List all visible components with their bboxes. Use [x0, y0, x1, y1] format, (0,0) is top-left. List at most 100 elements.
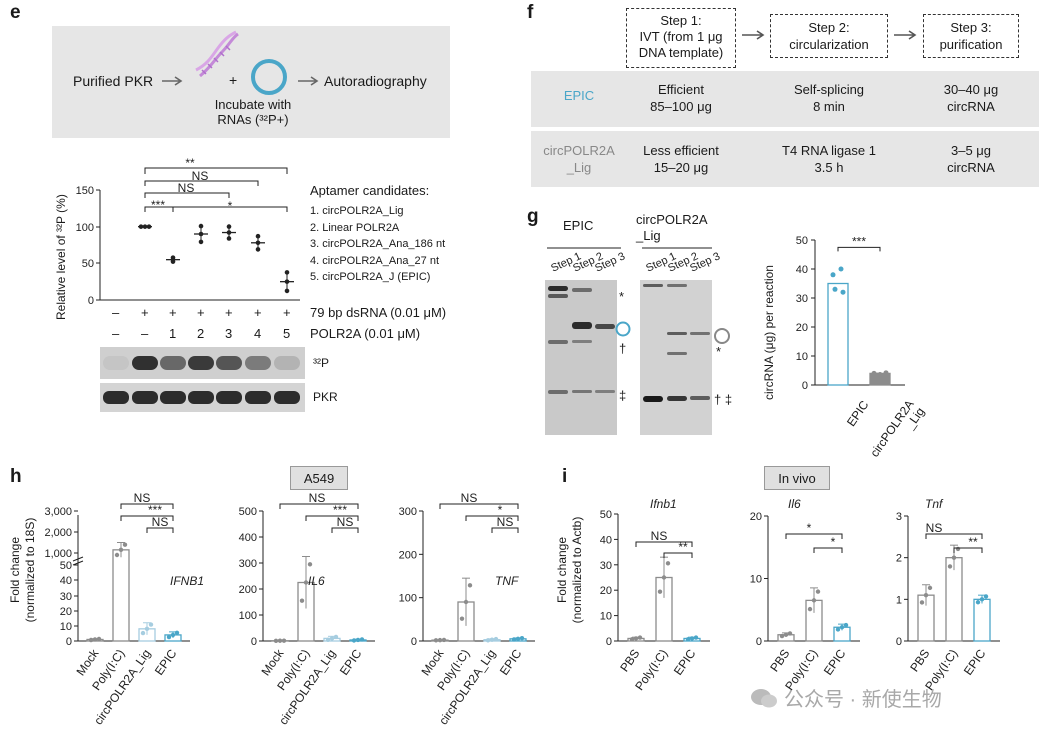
gel2-image — [640, 280, 712, 435]
data-point — [665, 561, 671, 566]
data-point — [840, 289, 846, 295]
sig-label: NS — [178, 181, 195, 195]
sig-label: * — [807, 521, 812, 535]
category-label: PBS — [907, 647, 932, 675]
data-point — [307, 562, 313, 567]
sig-label: NS — [337, 515, 354, 529]
gel-band — [690, 396, 710, 400]
gel-band — [690, 332, 710, 335]
circrna-ring-icon — [251, 59, 287, 95]
row-cell: 4 — [254, 326, 262, 341]
watermark: 公众号 · 新使生物 — [750, 683, 942, 712]
cell-line: 3.5 h — [814, 160, 844, 175]
epic-c3: 30–40 μg circRNA — [923, 81, 1019, 115]
panel-g-bar-chart: 0 10 20 30 40 50 *** — [796, 234, 905, 392]
category-label: EPIC — [961, 646, 989, 677]
data-point — [303, 580, 309, 585]
row-cell: + — [225, 305, 233, 320]
panel-h-ylabel: Fold change (normalized to 18S) — [8, 495, 38, 645]
data-point — [433, 638, 439, 643]
data-point — [515, 636, 521, 642]
data-point — [144, 626, 150, 632]
arrow-icon — [742, 30, 765, 40]
data-point — [807, 606, 813, 612]
data-point — [838, 266, 844, 272]
epic-row — [531, 71, 1039, 127]
sig-label: ** — [185, 156, 195, 170]
lig-row — [531, 131, 1039, 187]
arrow-icon — [162, 76, 183, 86]
sig-label: NS — [309, 491, 326, 505]
dna-helix-icon — [195, 30, 239, 78]
gene-label: Ifnb1 — [650, 497, 677, 511]
blot-band — [132, 391, 158, 404]
step2-box: Step 2: circularization — [770, 14, 888, 58]
blot-band — [188, 356, 214, 370]
data-point — [511, 637, 517, 642]
data-point — [489, 637, 495, 642]
data-point — [96, 636, 102, 642]
gel-band — [643, 284, 663, 287]
tick-label: 0 — [756, 636, 762, 648]
incubate-line2: RNAs (³²P+) — [217, 112, 289, 127]
gel-band — [572, 340, 592, 343]
tick-label: 10 — [60, 621, 72, 633]
data-point — [633, 636, 639, 641]
cell-line: Efficient — [657, 82, 704, 97]
gene-label: Tnf — [925, 497, 944, 511]
sig-label: NS — [461, 491, 478, 505]
tick-label: 30 — [796, 293, 808, 305]
incubate-line1: Incubate with — [214, 97, 292, 112]
step1-line: IVT (from 1 μg — [639, 29, 723, 44]
data-point — [874, 372, 880, 378]
blot-band — [132, 356, 158, 370]
data-point — [843, 622, 849, 628]
sig-label: NS — [152, 515, 169, 529]
panel-e-plot: 150 100 50 0 ** NS NS *** * — [76, 156, 300, 307]
data-point — [92, 637, 98, 642]
circrna-ring-icon — [714, 328, 730, 344]
data-point — [122, 542, 128, 547]
sig-label: * — [498, 503, 503, 517]
data-point — [629, 637, 635, 642]
row-cell: + — [169, 305, 177, 320]
category-label: EPIC — [152, 646, 180, 677]
gel-mark: * — [716, 344, 722, 359]
data-point — [140, 630, 146, 636]
cell-line: T4 RNA ligase 1 — [782, 143, 876, 158]
tick-label: 0 — [66, 636, 72, 648]
data-point — [88, 637, 94, 643]
legend-item: 4. circPOLR2A_Ana_27 nt — [310, 254, 440, 267]
pkr-blot — [100, 383, 305, 412]
p32-blot — [100, 347, 305, 379]
category-label: EPIC — [821, 646, 849, 677]
gel1-lanes: Step 1 Step 2 Step 3 — [547, 247, 625, 274]
data-point — [883, 370, 889, 376]
data-point — [689, 636, 695, 641]
tick-100: 100 — [76, 222, 94, 234]
category-label: EPIC — [671, 646, 699, 677]
epic-c2: Self-splicing 8 min — [770, 81, 888, 115]
tick-label: 20 — [750, 511, 762, 523]
plus-sign: + — [229, 72, 238, 88]
data-point — [661, 575, 667, 580]
data-point — [166, 634, 172, 640]
epic-c1: Efficient 85–100 μg — [626, 81, 736, 115]
data-point — [637, 635, 643, 640]
blot-band — [160, 391, 186, 404]
step3-box: Step 3: purification — [923, 14, 1019, 58]
arrow-icon — [298, 76, 319, 86]
blot-band — [274, 391, 300, 404]
gel-band — [667, 352, 687, 355]
panel-g-ylabel: circRNA (μg) per reaction — [762, 265, 776, 400]
legend-item: 1. circPOLR2A_Lig — [310, 205, 404, 217]
data-point — [839, 625, 845, 630]
gel2-lanes: Step 1 Step 2 Step 3 — [642, 247, 722, 274]
sig-label: ** — [968, 535, 978, 549]
gel-band — [667, 332, 687, 335]
data-point — [832, 286, 838, 292]
gel-band — [548, 294, 568, 298]
tick-label: 1 — [896, 594, 902, 606]
data-point — [273, 638, 279, 644]
dsrna-row-label: 79 bp dsRNA (0.01 μM) — [310, 305, 447, 320]
